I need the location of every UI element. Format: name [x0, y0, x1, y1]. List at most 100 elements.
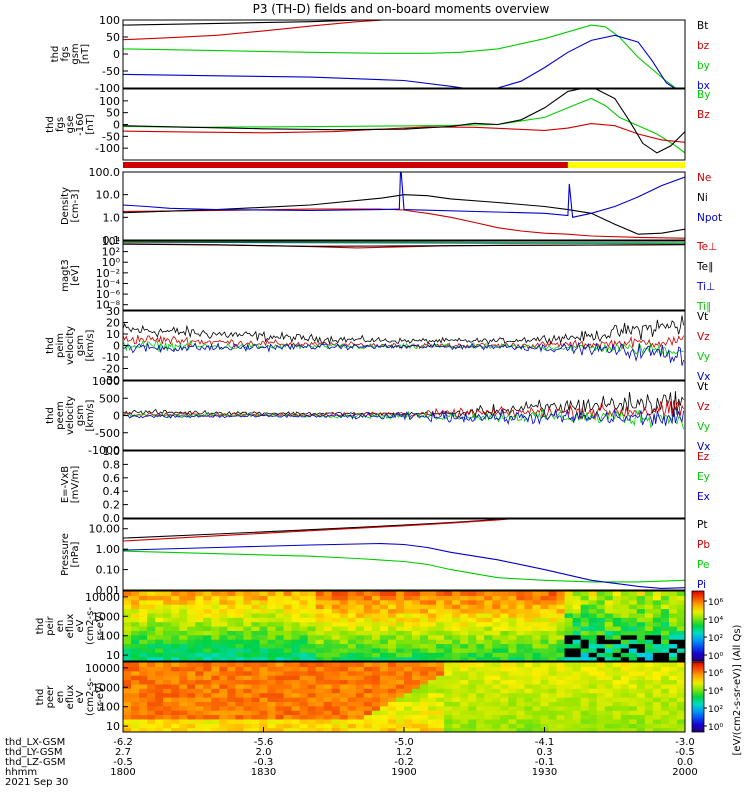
spectrogram-cell [395, 662, 405, 667]
spectrogram-cell [572, 714, 582, 720]
spectrogram-cell [323, 666, 333, 672]
spectrogram-cell [323, 639, 333, 645]
spectrogram-cell [251, 710, 261, 716]
spectrogram-cell [412, 670, 421, 676]
spectrogram-cell [596, 662, 606, 667]
spectrogram-cell [412, 634, 421, 640]
spectrogram-cell [275, 701, 285, 707]
spectrogram-cell [492, 626, 501, 631]
spectrogram-cell [147, 714, 156, 720]
spectrogram-cell [379, 591, 389, 596]
spectrogram-cell [468, 679, 477, 685]
spectrogram-cell [524, 621, 534, 627]
spectrogram-cell [436, 714, 445, 720]
spectrogram-cell [508, 634, 517, 640]
spectrogram-cell [283, 612, 293, 618]
spectrogram-cell [524, 727, 534, 732]
spectrogram-cell [227, 652, 236, 658]
spectrogram-cell [275, 617, 285, 623]
spectrogram-cell [331, 727, 341, 732]
spectrogram-cell [444, 652, 453, 658]
spectrogram-cell [131, 718, 140, 724]
spectrogram-cell [644, 692, 654, 698]
spectrogram-cell [395, 692, 405, 698]
spectrogram-cell [676, 643, 685, 649]
time-axis-value: 1930 [532, 767, 557, 778]
spectrogram-cell [492, 666, 501, 672]
spectrogram-cell [331, 634, 341, 640]
spectrogram-cell [580, 630, 590, 636]
spectrogram-cell [628, 621, 638, 627]
spectrogram-cell [291, 666, 301, 672]
spectrogram-cell [652, 701, 662, 707]
spectrogram-cell [331, 688, 341, 694]
spectrogram-cell [468, 727, 477, 732]
spectrogram-cell [596, 688, 606, 694]
spectrogram-cell [596, 626, 606, 631]
spectrogram-cell [371, 718, 381, 724]
y-tick-label: 10⁻⁴ [96, 277, 121, 290]
spectrogram-cell [572, 626, 582, 631]
spectrogram-cell [291, 612, 301, 618]
spectrogram-cell [179, 591, 188, 596]
spectrogram-cell [291, 656, 301, 661]
spectrogram-cell [628, 727, 638, 732]
spectrogram-cell [139, 647, 148, 653]
spectrogram-cell [163, 727, 172, 732]
spectrogram-cell [484, 652, 493, 658]
spectrogram-cell [243, 639, 253, 645]
spectrogram-cell [588, 697, 598, 702]
spectrogram-cell [267, 634, 277, 640]
spectrogram-cell [412, 595, 421, 601]
spectrogram-cell [235, 608, 245, 614]
time-axis-value: 1800 [110, 767, 135, 778]
spectrogram-cell [371, 666, 381, 672]
spectrogram-cell [235, 595, 245, 601]
spectrogram-cell [355, 591, 365, 596]
spectrogram-cell [163, 662, 172, 667]
spectrogram-cell [315, 662, 325, 667]
spectrogram-cell [676, 710, 685, 716]
time-axis-row-label: thd_LX-GSM [5, 737, 65, 748]
spectrogram-cell [307, 634, 317, 640]
spectrogram-cell [267, 630, 277, 636]
y-tick-label: 0 [113, 340, 120, 353]
spectrogram-cell [452, 692, 461, 698]
spectrogram-cell [500, 630, 509, 636]
legend-label: Te∥ [696, 261, 713, 273]
spectrogram-cell [219, 662, 228, 667]
spectrogram-cell [283, 647, 293, 653]
spectrogram-cell [676, 639, 685, 645]
spectrogram-cell [379, 639, 389, 645]
spectrogram-cell [155, 727, 164, 732]
spectrogram-cell [476, 639, 485, 645]
spectrogram-cell [251, 670, 261, 676]
spectrogram-cell [395, 630, 405, 636]
spectrogram-cell [508, 697, 517, 702]
spectrogram-cell [371, 591, 381, 596]
spectrogram-cell [379, 608, 389, 614]
spectrogram-cell [355, 675, 365, 681]
y-tick-label: 10⁴ [102, 235, 121, 248]
spectrogram-cell [524, 617, 534, 623]
spectrogram-cell [508, 604, 517, 610]
spectrogram-cell [363, 612, 373, 618]
spectrogram-cell [195, 591, 204, 596]
spectrogram-cell [235, 626, 245, 631]
spectrogram-cell [636, 714, 646, 720]
spectrogram-cell [484, 718, 493, 724]
spectrogram-cell [540, 718, 550, 724]
spectrogram-cell [660, 723, 670, 729]
legend-label: Vy [697, 421, 710, 433]
spectrogram-cell [532, 718, 542, 724]
spectrogram-cell [211, 617, 220, 623]
spectrogram-cell [171, 612, 180, 618]
spectrogram-cell [500, 612, 509, 618]
spectrogram-cell [363, 666, 373, 672]
spectrogram-cell [299, 626, 309, 631]
spectrogram-cell [660, 670, 670, 676]
legend-label: Bz [697, 109, 710, 121]
spectrogram-cell [644, 701, 654, 707]
spectrogram-cell [315, 675, 325, 681]
spectrogram-cell [147, 626, 156, 631]
